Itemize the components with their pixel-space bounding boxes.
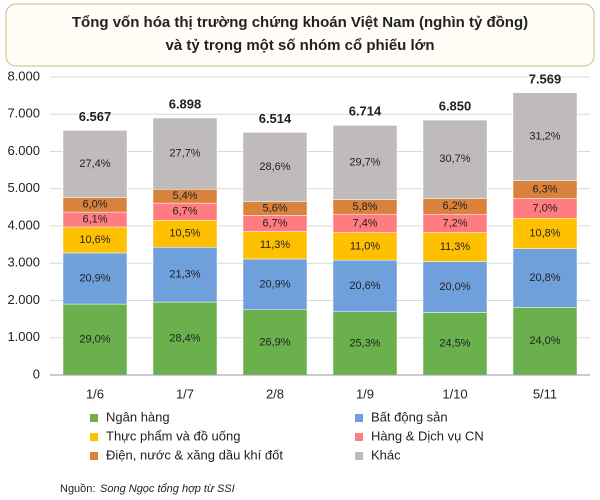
- legend-label: Hàng & Dịch vụ CN: [371, 428, 484, 443]
- value-label: 24,5%: [439, 338, 470, 350]
- value-label: 29,7%: [349, 156, 380, 168]
- total-label: 6.850: [439, 98, 472, 113]
- y-tick-label: 8.000: [7, 68, 40, 83]
- legend-label: Bất động sản: [371, 409, 448, 424]
- value-label: 6,3%: [532, 184, 557, 196]
- x-tick-label: 1/10: [442, 386, 467, 401]
- value-label: 29,0%: [79, 333, 110, 345]
- legend-swatch: [355, 452, 363, 460]
- value-label: 25,3%: [349, 337, 380, 349]
- total-label: 6.514: [259, 111, 292, 126]
- value-label: 10,6%: [79, 234, 110, 246]
- value-label: 7,2%: [442, 217, 467, 229]
- legend-label: Khác: [371, 447, 401, 462]
- bar-segment: [242, 309, 308, 376]
- value-label: 28,4%: [169, 332, 200, 344]
- legend-swatch: [355, 414, 363, 422]
- bar-segment: [242, 258, 308, 310]
- value-label: 6,7%: [172, 206, 197, 218]
- value-label: 30,7%: [439, 153, 470, 165]
- bar-segment: [332, 125, 398, 200]
- bar-segment: [332, 259, 398, 312]
- value-label: 5,6%: [262, 202, 287, 214]
- value-label: 11,3%: [260, 239, 291, 251]
- y-tick-label: 0: [33, 366, 40, 381]
- bar-segment: [422, 261, 488, 313]
- bar-segment: [512, 248, 578, 308]
- legend-label: Điện, nước & xăng dầu khí đốt: [106, 447, 283, 462]
- source: Song Ngọc tổng hợp từ SSI: [100, 483, 235, 495]
- value-label: 20,0%: [439, 281, 470, 293]
- bar-segment: [62, 303, 128, 376]
- y-tick-label: 7.000: [7, 106, 40, 121]
- bar-segment: [422, 119, 488, 199]
- value-label: 20,9%: [79, 272, 110, 284]
- bar-segment: [332, 311, 398, 376]
- y-tick-label: 2.000: [7, 292, 40, 307]
- bar-segment: [152, 247, 218, 303]
- total-label: 7.569: [529, 71, 562, 86]
- value-label: 27,7%: [169, 148, 200, 160]
- legend-swatch: [355, 433, 363, 441]
- y-tick-label: 1.000: [7, 329, 40, 344]
- y-tick-label: 6.000: [7, 143, 40, 158]
- value-label: 20,8%: [529, 272, 560, 284]
- x-tick-label: 1/9: [356, 386, 374, 401]
- bar-segment: [152, 117, 218, 190]
- value-label: 6,1%: [82, 213, 107, 225]
- value-label: 5,4%: [172, 190, 197, 202]
- value-label: 21,3%: [169, 269, 200, 281]
- value-label: 7,4%: [352, 217, 377, 229]
- title-box: [5, 3, 595, 67]
- bar-segment: [152, 301, 218, 376]
- total-label: 6.567: [79, 109, 112, 124]
- bar-segment: [62, 130, 128, 198]
- total-label: 6.898: [169, 96, 202, 111]
- value-label: 31,2%: [529, 131, 560, 143]
- x-tick-label: 5/11: [533, 386, 557, 401]
- legend-swatch: [90, 433, 98, 441]
- source-label: Nguồn:: [60, 483, 95, 495]
- value-label: 7,0%: [532, 202, 557, 214]
- bar-segment: [512, 92, 578, 181]
- value-label: 20,6%: [349, 280, 380, 292]
- value-label: 11,0%: [350, 240, 381, 252]
- legend-label: Thực phẩm và đồ uống: [106, 428, 240, 443]
- bar-segment: [242, 132, 308, 203]
- value-label: 5,8%: [352, 201, 377, 213]
- value-label: 24,0%: [529, 335, 560, 347]
- chart-title: Tổng vốn hóa thị trường chứng khoán Việt…: [72, 14, 528, 31]
- bar-segment: [512, 217, 578, 249]
- legend-swatch: [90, 452, 98, 460]
- bar-segment: [152, 220, 218, 248]
- value-label: 6,7%: [262, 217, 287, 229]
- value-label: 27,4%: [79, 158, 110, 170]
- value-label: 11,3%: [440, 241, 471, 253]
- x-tick-label: 1/7: [176, 386, 194, 401]
- x-tick-label: 1/6: [86, 386, 104, 401]
- value-label: 20,9%: [259, 278, 290, 290]
- value-label: 10,8%: [529, 227, 560, 239]
- value-label: 10,5%: [169, 228, 200, 240]
- bar-segment: [332, 232, 398, 261]
- value-label: 6,0%: [82, 199, 107, 211]
- x-tick-label: 2/8: [266, 386, 284, 401]
- legend-label: Ngân hàng: [106, 409, 170, 424]
- chart-subtitle: và tỷ trọng một số nhóm cổ phiếu lớn: [165, 37, 434, 54]
- value-label: 28,6%: [259, 161, 290, 173]
- y-tick-label: 4.000: [7, 217, 40, 232]
- y-tick-label: 3.000: [7, 255, 40, 270]
- value-label: 26,9%: [259, 336, 290, 348]
- total-label: 6.714: [349, 103, 382, 118]
- value-label: 6,2%: [442, 200, 467, 212]
- bar-segment: [62, 252, 128, 305]
- y-tick-label: 5.000: [7, 180, 40, 195]
- legend-swatch: [90, 414, 98, 422]
- bar-segment: [422, 232, 488, 262]
